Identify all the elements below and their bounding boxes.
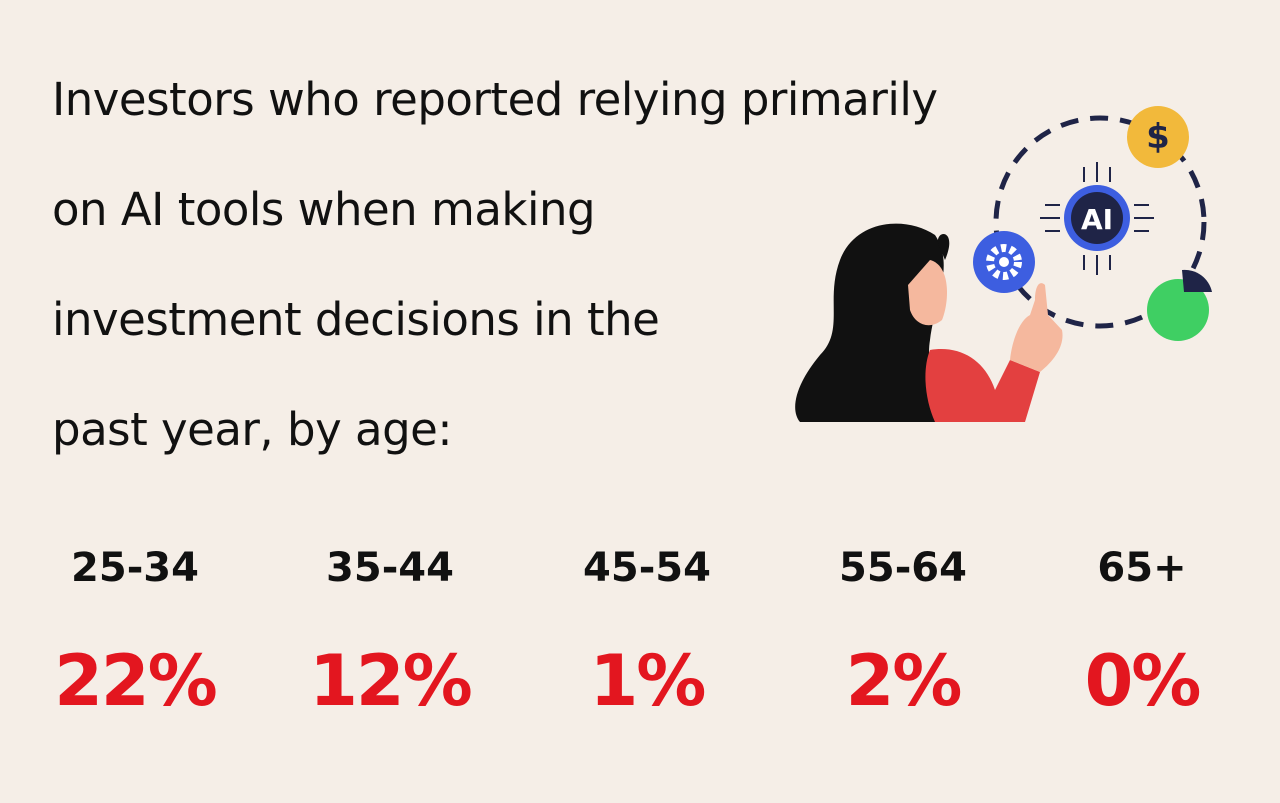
age-label: 55-64 xyxy=(839,545,967,591)
chip-label: AI xyxy=(1081,203,1113,236)
title-line: on AI tools when making xyxy=(52,183,596,236)
title-line: investment decisions in the xyxy=(52,293,660,346)
pie-wedge xyxy=(1182,269,1212,292)
age-label: 25-34 xyxy=(71,545,199,591)
coin xyxy=(1127,106,1189,168)
stat-value: 22% xyxy=(54,640,218,722)
title: Investors who reported relying primarily… xyxy=(52,45,938,485)
chip xyxy=(1071,192,1123,244)
age-label: 45-54 xyxy=(583,545,711,591)
bun xyxy=(937,234,950,260)
age-label: 65+ xyxy=(1097,545,1187,591)
stat-value: 0% xyxy=(1084,640,1202,722)
stat-value: 12% xyxy=(309,640,473,722)
title-line: past year, by age: xyxy=(52,403,453,456)
title-line: Investors who reported relying primarily xyxy=(52,73,938,126)
coin-label: $ xyxy=(1146,117,1170,157)
gear-hub xyxy=(999,257,1009,267)
age-label: 35-44 xyxy=(326,545,454,591)
face xyxy=(908,260,947,326)
stat-value: 1% xyxy=(589,640,707,722)
pie-icon xyxy=(1147,279,1209,341)
gear xyxy=(986,244,1022,280)
orbit xyxy=(993,115,1207,329)
chip-traces xyxy=(1040,162,1154,275)
hand xyxy=(1010,283,1063,372)
shirt xyxy=(925,349,1040,422)
stat-value: 2% xyxy=(845,640,963,722)
